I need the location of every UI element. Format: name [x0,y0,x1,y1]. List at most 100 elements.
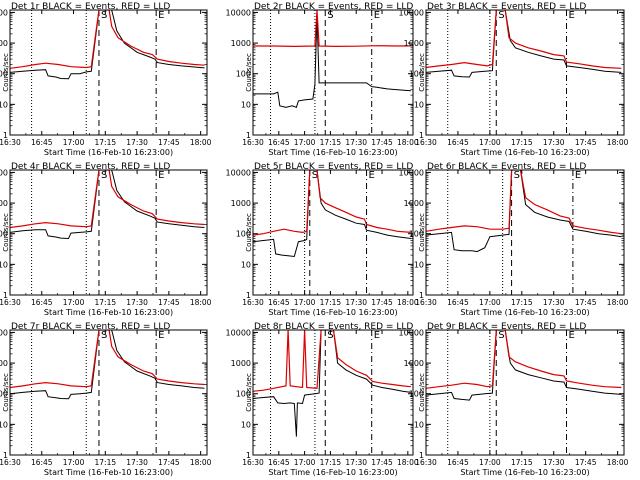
panel-det-5r: Det 5r BLACK = Events, RED = LLD Counts/s… [226,162,419,317]
lld-series-line [10,330,205,389]
plot-frame [425,329,625,456]
x-tick-label: 17:30 [126,298,148,307]
panel-title: Det 1r BLACK = Events, RED = LLD [11,2,170,12]
y-tick-label: 100 [236,390,251,399]
y-tick-label: 100 [409,70,424,79]
panel-det-9r: Det 9r BLACK = Events, RED = LLD Counts/s… [399,322,629,477]
lld-series-line [10,10,205,69]
end-marker-label: E [158,330,164,341]
x-tick-label: 17:00 [479,138,501,147]
y-axis-label: Counts/sec [245,373,253,412]
end-marker-label: E [374,10,380,21]
x-tick-label: 17:15 [95,298,117,307]
series-group [253,330,411,437]
lld-series-line [426,10,622,69]
y-axis-label: Counts/sec [418,53,426,92]
events-series-line [253,170,411,258]
plot-frame [425,9,625,136]
x-tick-label: 17:00 [479,298,501,307]
y-axis-label: Counts/sec [418,213,426,252]
x-tick-label: 16:45 [31,138,53,147]
lld-series-line [426,330,622,389]
end-marker-label: E [569,10,575,21]
y-tick-label: 10000 [0,328,8,337]
y-axis-label: Counts/sec [245,53,253,92]
y-axis-label: Counts/sec [418,373,426,412]
start-marker-label: S [101,170,107,181]
x-axis-label: Start Time (16-Feb-10 16:23:00) [268,308,397,317]
y-axis-label: Counts/sec [2,53,10,92]
panel-det-1r: Det 1r BLACK = Events, RED = LLD Counts/s… [0,2,212,157]
y-tick-label: 10000 [226,328,251,337]
panel-title: Det 9r BLACK = Events, RED = LLD [427,322,586,332]
x-axis-label: Start Time (16-Feb-10 16:23:00) [460,468,589,477]
x-tick-label: 16:45 [268,298,290,307]
x-tick-label: 17:15 [511,458,533,467]
x-tick-label: 17:45 [575,138,597,147]
x-axis-label: Start Time (16-Feb-10 16:23:00) [44,468,173,477]
plot-frame [252,169,414,296]
y-tick-label: 100 [0,230,8,239]
y-tick-label: 10000 [226,8,251,17]
events-series-line [253,330,411,437]
lld-series-line [426,170,622,235]
y-tick-label: 100 [236,230,251,239]
x-tick-label: 17:30 [543,138,565,147]
y-axis-label: Counts/sec [2,373,10,412]
plot-frame [252,329,414,456]
start-marker-label: S [498,10,504,21]
panel-det-7r: Det 7r BLACK = Events, RED = LLD Counts/s… [0,322,212,477]
y-tick-label: 1 [419,451,424,460]
y-axis-label: Counts/sec [2,213,10,252]
x-axis-label: Start Time (16-Feb-10 16:23:00) [268,148,397,157]
x-tick-label: 16:30 [242,458,264,467]
series-group [10,330,205,400]
y-tick-label: 1 [3,131,8,140]
x-tick-label: 17:30 [543,458,565,467]
x-tick-label: 17:15 [320,458,342,467]
y-tick-label: 100 [0,390,8,399]
x-tick-label: 18:00 [607,138,629,147]
panel-title: Det 7r BLACK = Events, RED = LLD [11,322,170,332]
y-tick-label: 10000 [0,168,8,177]
end-marker-label: E [158,170,164,181]
y-tick-label: 10000 [399,8,424,17]
y-tick-label: 100 [409,390,424,399]
start-marker-label: S [498,330,504,341]
lld-series-line [10,170,205,229]
x-tick-label: 17:30 [126,138,148,147]
end-marker-label: E [374,330,380,341]
x-tick-label: 16:45 [447,458,469,467]
y-tick-label: 10 [241,260,251,269]
y-tick-label: 10 [414,260,424,269]
panel-title: Det 4r BLACK = Events, RED = LLD [11,162,170,172]
x-tick-label: 17:30 [345,138,367,147]
x-tick-label: 18:00 [190,298,212,307]
plot-frame [425,169,625,296]
x-tick-label: 17:45 [158,298,180,307]
x-axis-label: Start Time (16-Feb-10 16:23:00) [44,148,173,157]
x-tick-label: 17:45 [371,138,393,147]
x-tick-label: 16:45 [268,138,290,147]
y-tick-label: 10 [414,100,424,109]
series-group [10,10,205,80]
y-tick-label: 1 [246,451,251,460]
y-tick-label: 10000 [226,168,251,177]
x-tick-label: 17:45 [371,298,393,307]
x-tick-label: 17:15 [320,298,342,307]
y-axis-label: Counts/sec [245,213,253,252]
x-axis-label: Start Time (16-Feb-10 16:23:00) [460,308,589,317]
start-marker-label: S [514,170,520,181]
y-tick-label: 1 [419,291,424,300]
series-group [426,330,622,401]
x-tick-label: 17:00 [63,458,85,467]
y-tick-label: 1000 [404,39,424,48]
panel-title: Det 2r BLACK = Events, RED = LLD [254,2,413,12]
lld-series-line [253,330,411,392]
x-tick-label: 17:00 [294,138,316,147]
x-tick-label: 16:30 [415,458,437,467]
x-tick-label: 16:30 [0,298,21,307]
y-tick-label: 10000 [0,8,8,17]
x-tick-label: 17:15 [511,138,533,147]
